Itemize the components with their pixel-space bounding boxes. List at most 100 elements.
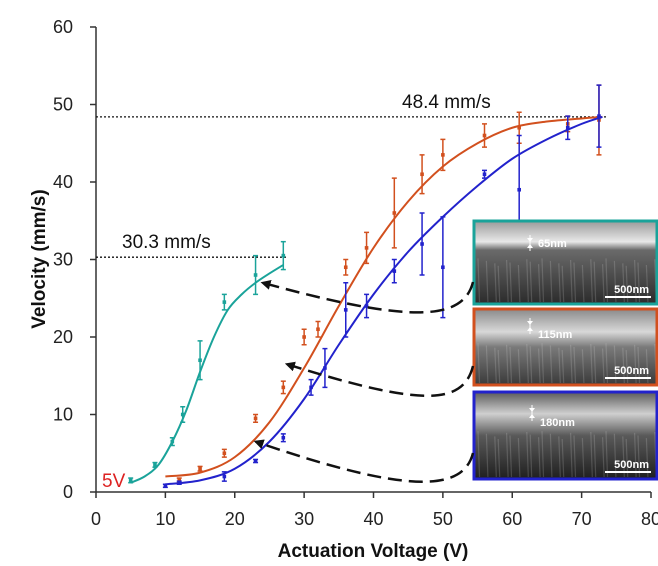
- sem-texture: [517, 438, 521, 478]
- series-line: [165, 115, 603, 478]
- sem-texture: [494, 263, 497, 303]
- sem-texture: [634, 432, 637, 478]
- sem-texture: [506, 432, 509, 478]
- sem-texture: [538, 348, 541, 384]
- data-point: [253, 273, 258, 277]
- series-layer: [128, 84, 603, 489]
- sem-texture: [529, 346, 533, 384]
- sem-texture: [593, 346, 597, 384]
- sem-texture: [622, 263, 625, 303]
- inset-pointer-arrow: [260, 280, 475, 314]
- sem-texture: [506, 259, 509, 303]
- sem-texture: [549, 433, 553, 478]
- data-point: [441, 265, 445, 270]
- x-tick-label: 50: [433, 509, 453, 529]
- sem-texture: [541, 431, 545, 478]
- data-point: [281, 385, 286, 390]
- data-point: [323, 366, 327, 370]
- data-point: [253, 416, 258, 421]
- data-point: [253, 459, 258, 463]
- y-tick-label: 10: [53, 405, 73, 425]
- sem-texture: [526, 431, 529, 478]
- sem-texture: [625, 265, 629, 303]
- data-point: [364, 304, 369, 308]
- start-voltage-annotation: 5V: [102, 471, 126, 492]
- sem-image: [474, 309, 657, 385]
- sem-texture: [497, 438, 501, 478]
- sem-texture: [613, 345, 617, 384]
- sem-texture: [538, 264, 541, 303]
- inset-arrows: [253, 280, 475, 483]
- sem-texture: [538, 437, 541, 478]
- sem-texture: [590, 343, 593, 384]
- sem-texture: [605, 343, 609, 384]
- thickness-arrow-icon: [527, 327, 533, 331]
- sem-texture: [593, 434, 597, 478]
- data-point: [180, 412, 185, 417]
- data-point: [482, 172, 487, 177]
- sem-image: [474, 221, 657, 304]
- thickness-label: 65nm: [538, 238, 567, 250]
- sem-texture: [497, 265, 501, 303]
- y-tick-label: 60: [53, 17, 73, 37]
- sem-texture: [573, 435, 577, 478]
- y-tick-label: 40: [53, 172, 73, 192]
- x-tick-label: 60: [502, 509, 522, 529]
- sem-texture: [509, 435, 513, 478]
- data-point: [482, 133, 487, 138]
- x-axis-label: Actuation Voltage (V): [278, 541, 469, 562]
- data-point: [343, 308, 348, 312]
- sem-texture: [526, 259, 529, 303]
- sem-texture: [561, 350, 565, 384]
- data-point: [170, 439, 175, 444]
- scale-bar-label: 500nm: [614, 284, 649, 296]
- data-point: [163, 484, 168, 488]
- data-point: [281, 435, 286, 440]
- sem-texture: [590, 431, 593, 478]
- inset-border: [472, 219, 658, 306]
- x-tick-label: 20: [225, 509, 245, 529]
- data-point: [392, 211, 397, 215]
- data-point: [420, 172, 424, 177]
- sem-texture: [529, 261, 533, 303]
- data-point: [281, 253, 286, 258]
- thickness-arrow-icon: [529, 414, 535, 418]
- sem-texture: [558, 436, 561, 478]
- scale-bar-label: 500nm: [614, 459, 649, 471]
- scale-bar-label: 500nm: [614, 365, 649, 377]
- data-point: [420, 242, 424, 246]
- x-ticks: 0 10 20 30 40 50 60 70 80: [91, 492, 658, 529]
- sem-image: [474, 392, 657, 479]
- sem-texture: [509, 262, 513, 303]
- sem-texture: [558, 347, 561, 384]
- sem-texture: [485, 260, 489, 303]
- sem-texture: [573, 346, 577, 384]
- data-point: [177, 478, 182, 483]
- x-tick-label: 0: [91, 509, 101, 529]
- sem-texture: [581, 349, 585, 384]
- y-tick-label: 50: [53, 95, 73, 115]
- sem-texture: [570, 259, 573, 303]
- thickness-arrow-icon: [527, 244, 533, 248]
- data-point: [309, 385, 313, 390]
- sem-texture: [645, 438, 649, 478]
- thickness-label: 115nm: [538, 329, 572, 341]
- thickness-arrow-icon: [527, 321, 533, 325]
- data-point: [222, 300, 227, 304]
- y-axis-label: Velocity (mm/s): [29, 189, 50, 328]
- y-ticks: 0 10 20 30 40 50 60: [53, 17, 96, 502]
- x-tick-label: 70: [572, 509, 592, 529]
- sem-texture: [517, 264, 521, 303]
- x-tick-label: 30: [294, 509, 314, 529]
- data-point: [565, 125, 570, 130]
- sem-texture: [541, 258, 545, 303]
- series-line: [165, 115, 603, 486]
- sem-texture: [613, 433, 617, 478]
- thickness-label: 180nm: [540, 417, 575, 429]
- data-point: [316, 327, 320, 332]
- sem-texture: [581, 438, 585, 478]
- data-point: [364, 246, 369, 250]
- sem-inset-115nm: 115nm 500nm: [472, 307, 658, 387]
- y-tick-label: 20: [53, 327, 73, 347]
- sem-texture: [561, 265, 565, 303]
